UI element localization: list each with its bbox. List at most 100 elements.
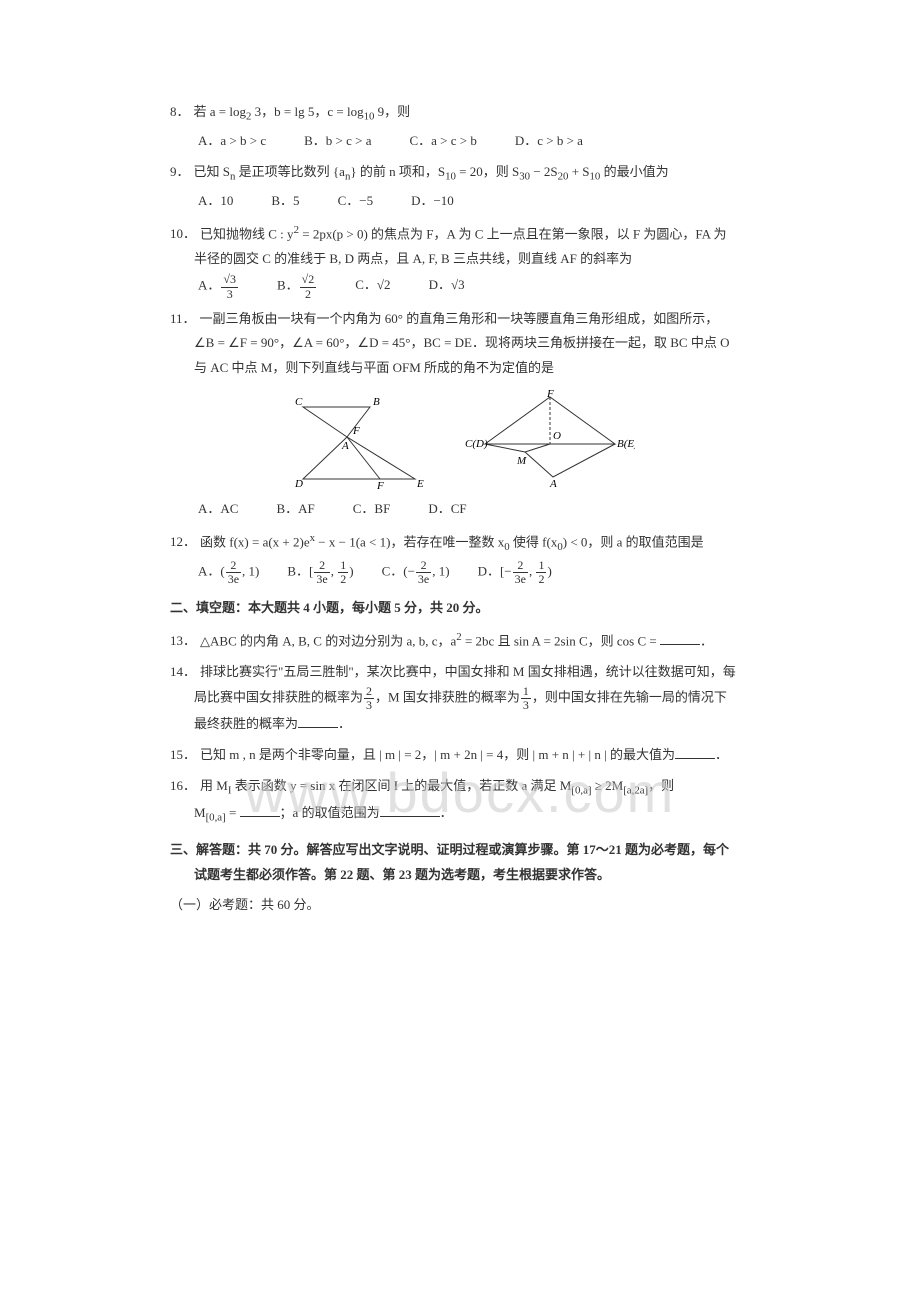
svg-text:F: F	[546, 389, 554, 400]
q8-stem: 8． 若 a = log2 3，b = lg 5，c = log10 9，则	[170, 100, 750, 127]
q12-opt-a: A．(23e, 1)	[198, 559, 259, 586]
q10-b-lbl: B．	[277, 278, 299, 293]
q9-opt-c: C．−5	[338, 189, 374, 214]
q9-s5: 20	[558, 170, 569, 182]
q13-p2: = 2bc 且 sin A = 2sin C，则 cos C =	[462, 633, 660, 648]
q8-opt-a: A．a > b > c	[198, 129, 266, 154]
q12c-e: , 1)	[432, 564, 449, 579]
q10-stem: 10． 已知抛物线 C : y2 = 2px(p > 0) 的焦点为 F，A 为…	[170, 220, 750, 247]
q12a-b: 3e	[226, 573, 241, 586]
q14-number: 14．	[170, 660, 196, 685]
q10-d-val: √3	[451, 277, 465, 292]
q14-l2a: 局比赛中国女排获胜的概率为	[194, 689, 363, 704]
question-12: 12． 函数 f(x) = a(x + 2)ex − x − 1(a < 1)，…	[170, 528, 750, 587]
q16-l1b: 表示函数 y = sin x 在闭区间 I 上的最大值，若正数 a 满足 M	[231, 778, 571, 793]
q12-p1: 函数 f(x) = a(x + 2)e	[200, 534, 310, 549]
q10-b-top: √2	[300, 273, 317, 287]
q9-p7: 的最小值为	[600, 164, 668, 179]
q10-opt-d: D．√3	[429, 273, 465, 300]
q16-l2c: ；a 的取值范围为	[280, 805, 380, 820]
question-15: 15． 已知 m , n 是两个非零向量，且 | m | = 2，| m + 2…	[170, 743, 750, 768]
q9-s6: 10	[590, 170, 601, 182]
q16-stem1: 16． 用 MI 表示函数 y = sin x 在闭区间 I 上的最大值，若正数…	[170, 774, 750, 801]
q12b-t: 2	[314, 559, 329, 573]
q14-line2: 局比赛中国女排获胜的概率为23，M 国女排获胜的概率为13，则中国女排在先输一局…	[170, 685, 750, 712]
q10-l1a: 已知抛物线 C : y	[200, 226, 294, 241]
svg-text:E: E	[416, 478, 424, 489]
q9-number: 9．	[170, 160, 190, 185]
q9-opt-b: B．5	[271, 189, 299, 214]
q12b-t2: 1	[338, 559, 348, 573]
question-16: 16． 用 MI 表示函数 y = sin x 在闭区间 I 上的最大值，若正数…	[170, 774, 750, 828]
q9-p6: + S	[568, 164, 589, 179]
q16-s4: [0,a]	[206, 811, 226, 823]
q9-p5: − 2S	[530, 164, 558, 179]
q10-c-lbl: C．	[355, 277, 377, 292]
q9-opt-d: D．−10	[411, 189, 454, 214]
q12b-m: ,	[331, 564, 338, 579]
q9-p2: 是正项等比数列 {a	[235, 164, 345, 179]
q16-l1a: 用 M	[200, 778, 228, 793]
svg-text:F: F	[352, 425, 360, 437]
q8-t1: 若 a = log	[194, 104, 246, 119]
question-14: 14． 排球比赛实行"五局三胜制"，某次比赛中，中国女排和 M 国女排相遇，统计…	[170, 660, 750, 737]
q12d-t2: 1	[536, 559, 546, 573]
q16-s3: [a,2a]	[623, 784, 648, 796]
question-9: 9． 已知 Sn 是正项等比数列 {an} 的前 n 项和，S10 = 20，则…	[170, 160, 750, 214]
q14-f2b: 3	[521, 699, 531, 712]
q9-stem: 9． 已知 Sn 是正项等比数列 {an} 的前 n 项和，S10 = 20，则…	[170, 160, 750, 187]
q8-opt-d: D．c > b > a	[515, 129, 583, 154]
q8-t2: 3，b = lg 5，c = log	[251, 104, 363, 119]
q16-blank1	[240, 804, 280, 817]
q12-opt-b: B．[23e, 12)	[287, 559, 353, 586]
svg-text:F: F	[376, 480, 384, 489]
question-8: 8． 若 a = log2 3，b = lg 5，c = log10 9，则 A…	[170, 100, 750, 154]
q12c-l: C．(−	[382, 564, 415, 579]
q12d-t: 2	[513, 559, 528, 573]
question-13: 13． △ABC 的内角 A, B, C 的对边分别为 a, b, c，a2 =…	[170, 627, 750, 654]
q12-opt-c: C．(−23e, 1)	[382, 559, 450, 586]
q15-end: ．	[715, 747, 728, 762]
q16-number: 16．	[170, 774, 196, 799]
q10-line2: 半径的圆交 C 的准线于 B, D 两点，且 A, F, B 三点共线，则直线 …	[170, 247, 750, 272]
q10-text1: 已知抛物线 C : y2 = 2px(p > 0) 的焦点为 F，A 为 C 上…	[200, 220, 750, 247]
q8-number: 8．	[170, 100, 190, 125]
q14-f2t: 1	[521, 685, 531, 699]
q12-options: A．(23e, 1) B．[23e, 12) C．(−23e, 1) D．[−2…	[170, 559, 750, 586]
q16-l1d: ，则	[648, 778, 674, 793]
svg-text:O: O	[553, 430, 561, 442]
q12d-e: )	[547, 564, 551, 579]
q14-line1: 排球比赛实行"五局三胜制"，某次比赛中，中国女排和 M 国女排相遇，统计以往数据…	[200, 660, 750, 685]
q10-opt-a: A．√33	[198, 273, 239, 300]
q16-line2: M[0,a] = ；a 的取值范围为．	[170, 801, 750, 828]
q9-p1: 已知 S	[194, 164, 230, 179]
q12b-l: B．[	[287, 564, 313, 579]
q11-figures: C B F A D E F F C(D) O B(E) M A	[170, 389, 750, 489]
q16-l1c: ≥ 2M	[592, 778, 624, 793]
q13-stem: 13． △ABC 的内角 A, B, C 的对边分别为 a, b, c，a2 =…	[170, 627, 750, 654]
section-3-line2: 试题考生都必须作答。第 22 题、第 23 题为选考题，考生根据要求作答。	[170, 863, 750, 888]
q10-options: A．√33 B．√22 C．√2 D．√3	[170, 273, 750, 300]
q11-figure-2: F C(D) O B(E) M A	[465, 389, 635, 489]
q12b-b2: 2	[338, 573, 348, 586]
q9-text: 已知 Sn 是正项等比数列 {an} 的前 n 项和，S10 = 20，则 S3…	[194, 160, 750, 187]
q12-opt-d: D．[−23e, 12)	[478, 559, 552, 586]
q13-p1: △ABC 的内角 A, B, C 的对边分别为 a, b, c，a	[200, 633, 456, 648]
q15-blank	[675, 746, 715, 759]
q8-opt-c: C．a > c > b	[409, 129, 476, 154]
q12c-t: 2	[416, 559, 431, 573]
q12-p2: − x − 1(a < 1)，若存在唯一整数 x	[315, 534, 504, 549]
q15-number: 15．	[170, 743, 196, 768]
q12d-m: ,	[529, 564, 536, 579]
svg-text:C(D): C(D)	[465, 438, 488, 450]
q10-c-val: √2	[377, 277, 391, 292]
q11-number: 11．	[170, 307, 196, 332]
svg-text:C: C	[295, 396, 303, 408]
q14-line3: 最终获胜的概率为．	[170, 712, 750, 737]
q12-p3: 使得 f(x	[510, 534, 558, 549]
q11-line3: 与 AC 中点 M，则下列直线与平面 OFM 所成的角不为定值的是	[170, 356, 750, 381]
q12d-l: D．[−	[478, 564, 512, 579]
q16-l2b: =	[226, 805, 240, 820]
q12a-t: 2	[226, 559, 241, 573]
q9-s3: 10	[445, 170, 456, 182]
